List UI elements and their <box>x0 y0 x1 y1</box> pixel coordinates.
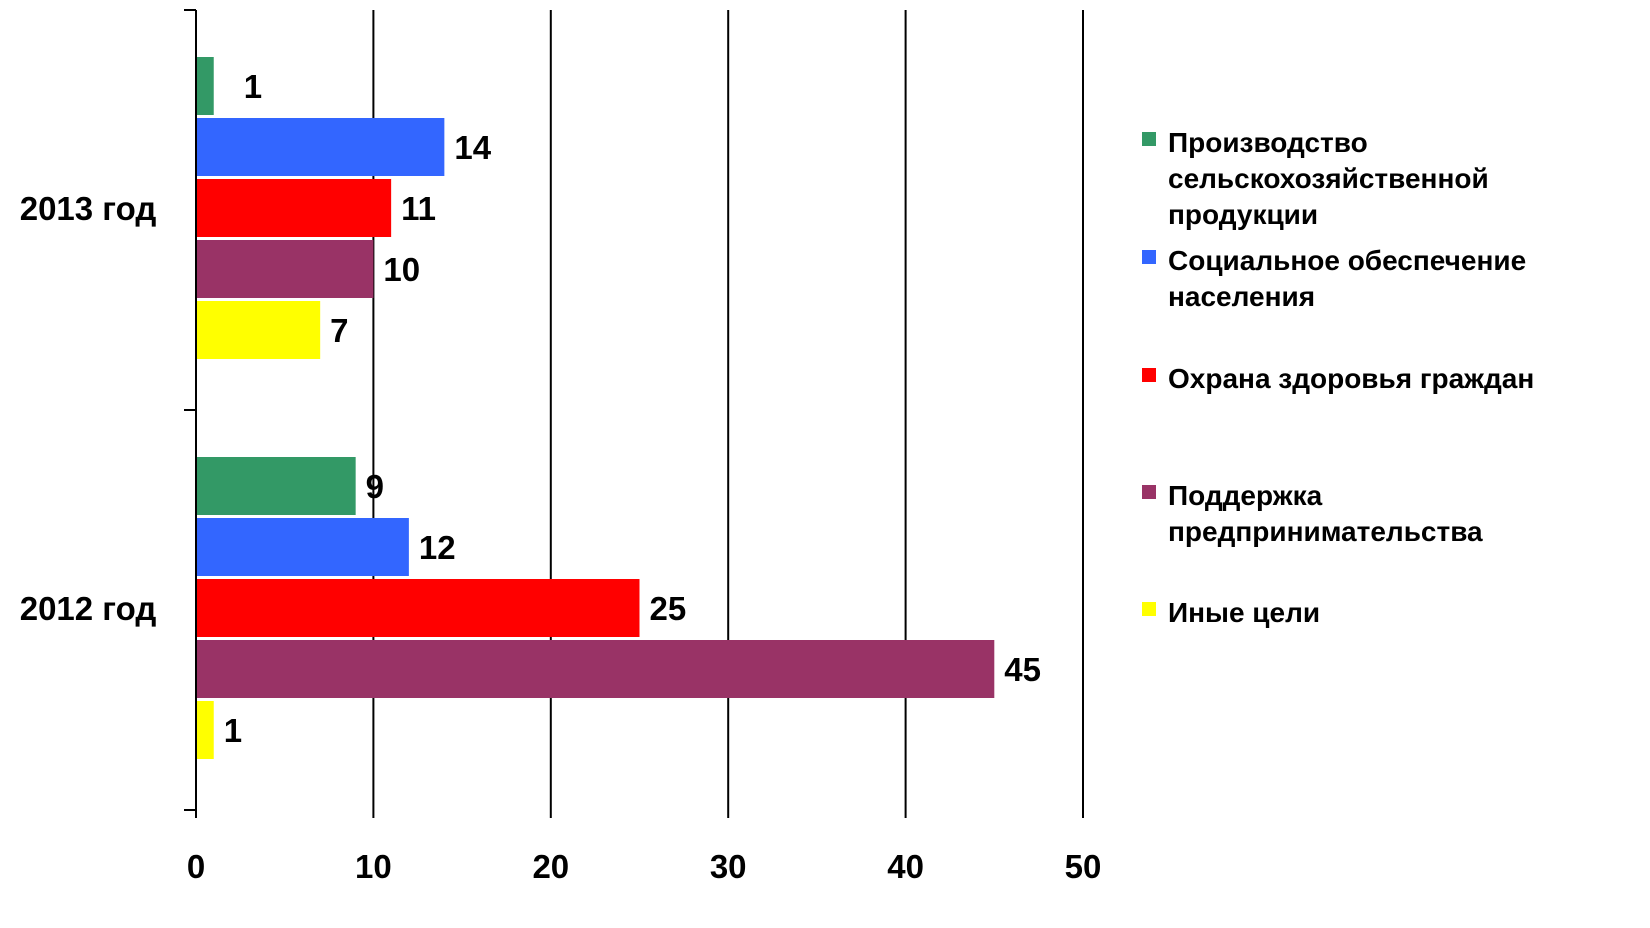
bar-0-1 <box>196 118 445 176</box>
legend-label-1: Социальное обеспечение населения <box>1168 245 1526 312</box>
legend-label-0: Производство сельскохозяйственной продукци… <box>1168 127 1489 230</box>
legend-line: продукции <box>1168 199 1318 230</box>
legend-label-2: Охрана здоровья граждан <box>1168 363 1534 394</box>
x-tick-labels: 0 10 20 30 40 50 <box>187 848 1102 885</box>
legend-swatch-3 <box>1142 485 1156 499</box>
legend-line: Социальное обеспечение <box>1168 245 1526 276</box>
legend-line: Поддержка <box>1168 480 1323 511</box>
category-label-0: 2013 год <box>20 190 157 227</box>
legend-line: Иные цели <box>1168 597 1320 628</box>
x-tick-label-0: 0 <box>187 848 205 885</box>
data-labels: 1 14 11 10 7 9 12 25 45 1 <box>224 68 1041 749</box>
legend: Производство сельскохозяйственной продукци… <box>1142 127 1534 628</box>
bar-1-0 <box>196 457 356 515</box>
category-label-1: 2012 год <box>20 590 157 627</box>
data-label-1-0: 9 <box>366 468 384 505</box>
x-tick-label-30: 30 <box>710 848 747 885</box>
legend-swatch-2 <box>1142 368 1156 382</box>
legend-line: предпринимательства <box>1168 516 1483 547</box>
legend-label-3: Поддержка предпринимательства <box>1168 480 1483 547</box>
bar-1-4 <box>196 701 214 759</box>
bar-0-3 <box>196 240 374 298</box>
bars <box>196 57 995 759</box>
data-label-1-4: 1 <box>224 712 242 749</box>
data-label-1-1: 12 <box>419 529 456 566</box>
legend-swatch-4 <box>1142 602 1156 616</box>
legend-line: сельскохозяйственной <box>1168 163 1489 194</box>
bar-1-1 <box>196 518 409 576</box>
axes <box>184 9 1084 818</box>
data-label-1-3: 45 <box>1004 651 1041 688</box>
legend-line: населения <box>1168 281 1315 312</box>
x-tick-label-50: 50 <box>1065 848 1102 885</box>
bar-0-2 <box>196 179 392 237</box>
data-label-0-4: 7 <box>330 312 348 349</box>
legend-label-4: Иные цели <box>1168 597 1320 628</box>
data-label-0-1: 14 <box>454 129 491 166</box>
category-labels: 2013 год 2012 год <box>20 190 157 627</box>
data-label-0-0: 1 <box>244 68 262 105</box>
x-tick-label-40: 40 <box>887 848 924 885</box>
bar-0-4 <box>196 301 321 359</box>
data-label-0-2: 11 <box>401 190 436 227</box>
legend-line: Производство <box>1168 127 1368 158</box>
legend-swatch-1 <box>1142 250 1156 264</box>
x-tick-label-20: 20 <box>532 848 569 885</box>
legend-swatch-0 <box>1142 132 1156 146</box>
bar-1-3 <box>196 640 995 698</box>
data-label-0-3: 10 <box>383 251 420 288</box>
legend-line: Охрана здоровья граждан <box>1168 363 1534 394</box>
x-tick-label-10: 10 <box>355 848 392 885</box>
bar-0-0 <box>196 57 214 115</box>
data-label-1-2: 25 <box>650 590 687 627</box>
bar-1-2 <box>196 579 640 637</box>
